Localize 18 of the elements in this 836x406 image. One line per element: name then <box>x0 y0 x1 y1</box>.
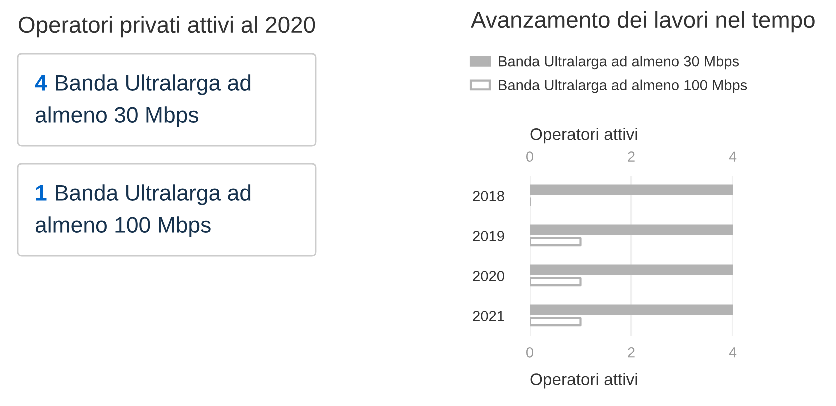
y-tick-label: 2021 <box>473 311 504 322</box>
x-tick-label: 2 <box>628 347 635 358</box>
x2-tick-label: 4 <box>729 152 737 162</box>
text: Operatori privati attivi al 2020 <box>19 16 316 38</box>
y-tick-label: 2019 <box>473 231 504 242</box>
x-tick-label: 4 <box>729 348 737 358</box>
y-tick-label: 2018 <box>473 191 504 202</box>
data-label: 4 <box>35 75 48 91</box>
x2-tick-label: 0 <box>526 152 534 162</box>
x2-axis-title: Operatori attivi <box>530 128 638 144</box>
chart-title: Avanzamento dei lavori nel tempo <box>471 11 815 33</box>
x-tick-label: 0 <box>526 347 534 358</box>
x2-tick-label: 2 <box>628 152 635 162</box>
x-axis-title: Operatori attivi <box>530 373 638 389</box>
legend-label: Banda Ultralarga ad almeno 100 Mbps <box>499 80 748 94</box>
y-tick-label: 2020 <box>473 271 504 282</box>
legend-label: Banda Ultralarga ad almeno 30 Mbps <box>499 56 740 70</box>
data-label: 1 <box>36 185 47 201</box>
